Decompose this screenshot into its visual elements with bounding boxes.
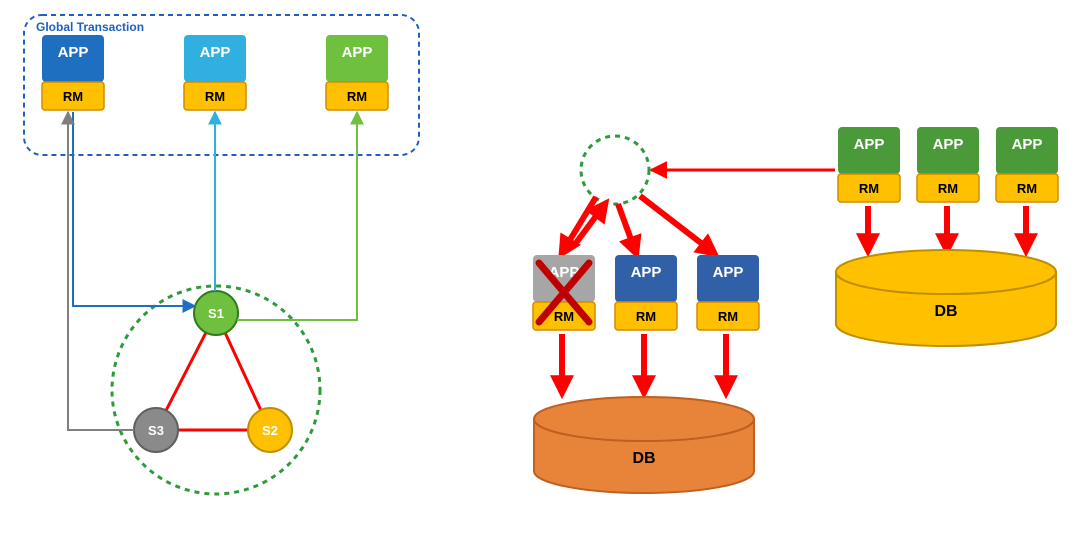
rm-label: RM: [63, 89, 83, 104]
app-box-m2: APP RM: [615, 255, 677, 330]
app-label: APP: [933, 136, 964, 153]
global-transaction-title: Global Transaction: [36, 20, 144, 34]
app-label: APP: [342, 44, 373, 61]
app-box-r2: APP RM: [917, 127, 979, 202]
rm-label: RM: [718, 309, 738, 324]
diagram-canvas: Global Transaction APP RM APP RM APP RM S1 S2 S3 A…: [0, 0, 1080, 547]
app-label: APP: [58, 44, 89, 61]
app-box-m3: APP RM: [697, 255, 759, 330]
rm-label: RM: [554, 309, 574, 324]
app-box-app1: APP RM: [42, 35, 104, 110]
rm-label: RM: [347, 89, 367, 104]
rm-label: RM: [1017, 181, 1037, 196]
app-label: APP: [854, 136, 885, 153]
arrow-a1: [73, 112, 195, 306]
db-cylinder: DB: [836, 250, 1056, 346]
rm-label: RM: [636, 309, 656, 324]
arrow-hub-down-2: [640, 196, 714, 253]
cluster-node-label: S3: [148, 423, 164, 438]
app-label: APP: [200, 44, 231, 61]
app-box-r3: APP RM: [996, 127, 1058, 202]
arrow-hub-down-1: [618, 204, 636, 253]
rm-label: RM: [859, 181, 879, 196]
cluster-node-label: S2: [262, 423, 278, 438]
hub-ring: [581, 136, 649, 204]
db-label: DB: [632, 450, 655, 467]
arrow-a4: [68, 112, 134, 430]
arrow-a3: [237, 112, 357, 320]
app-label: APP: [713, 264, 744, 281]
cluster-node-label: S1: [208, 306, 224, 321]
db-cylinder: DB: [534, 397, 754, 493]
rm-label: RM: [938, 181, 958, 196]
rm-label: RM: [205, 89, 225, 104]
app-box-app3: APP RM: [326, 35, 388, 110]
app-label: APP: [631, 264, 662, 281]
db-label: DB: [934, 303, 957, 320]
app-box-r1: APP RM: [838, 127, 900, 202]
app-label: APP: [1012, 136, 1043, 153]
app-box-app2: APP RM: [184, 35, 246, 110]
app-box-m1: APPRM: [533, 255, 595, 330]
